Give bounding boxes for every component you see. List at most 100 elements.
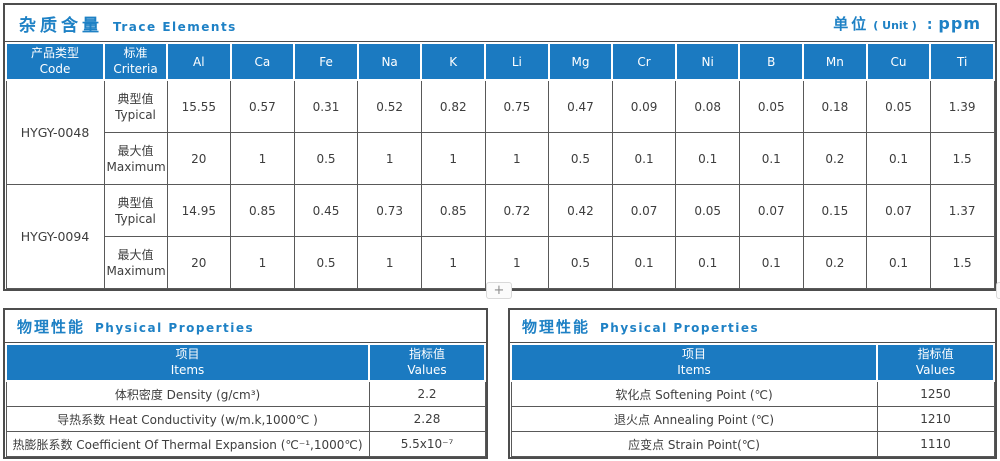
physical-left-header-row: 项目 Items 指标值 Values [5,342,486,383]
trace-value-cell: 1 [420,236,486,290]
trace-value-cell: 0.5 [548,132,613,186]
trace-value-cell: 0.5 [293,132,359,186]
column-header-code-cn: 产品类型 [30,46,79,60]
column-header-values: 指标值 Values [368,342,486,383]
trace-value-cell: 0.05 [675,184,740,238]
trace-value-cell: 20 [166,132,232,186]
unit-value: ppm [938,13,981,33]
element-column-header-mg: Mg [547,41,614,82]
trace-value-cell: 14.95 [166,184,232,238]
trace-value-cell: 0.05 [866,79,931,134]
trace-value-cell: 1 [357,132,422,186]
physical-left-title: 物理性能 Physical Properties [17,316,254,337]
element-column-header-ti: Ti [929,41,995,82]
unit-indicator: 单位 ( Unit ) : ppm [833,13,981,34]
element-column-header-cu: Cu [865,41,932,82]
physical-right-title-cn: 物理性能 [522,317,591,336]
property-value-cell: 2.2 [368,380,486,408]
add-section-button[interactable]: + [486,282,512,299]
element-column-header-al: Al [166,41,232,82]
trace-value-cell: 1.37 [929,184,995,238]
trace-elements-title: 杂质含量 Trace Elements [19,11,237,36]
table-row: 热膨胀系数 Coefficient Of Thermal Expansion (… [5,431,486,458]
criteria-maximum-cn: 最大值 [117,143,154,158]
property-value-cell: 1210 [876,406,995,433]
trace-value-cell: 0.07 [611,184,677,238]
trace-value-cell: 0.57 [230,79,295,134]
trace-value-cell: 1 [230,132,295,186]
values-header-en: Values [407,362,447,377]
column-header-criteria: 标准 Criteria [103,41,168,82]
items-header-cn: 项目 [682,347,707,361]
trace-value-cell: 0.72 [484,184,550,238]
physical-properties-panel-right: 物理性能 Physical Properties 项目 Items 指标值 Va… [508,308,997,460]
element-column-header-mn: Mn [802,41,868,82]
trace-value-cell: 0.1 [866,236,931,290]
trace-value-cell: 0.09 [611,79,677,134]
criteria-typical-cn: 典型值 [117,195,154,210]
column-header-items: 项目 Items [509,342,879,383]
items-header-cn: 项目 [175,347,200,361]
trace-elements-title-bar: 杂质含量 Trace Elements 单位 ( Unit ) : ppm [5,5,995,42]
trace-value-cell: 0.85 [420,184,486,238]
property-value-cell: 1110 [876,431,995,458]
element-column-header-fe: Fe [293,41,359,82]
property-item-cell: 退火点 Annealing Point (℃) [510,406,878,433]
trace-value-cell: 0.73 [357,184,422,238]
values-header-cn: 指标值 [917,347,954,361]
trace-value-cell: 0.42 [548,184,613,238]
element-column-header-k: K [420,41,487,82]
table-row: 最大值 Maximum 20 1 0.5 1 1 1 0.5 0.1 0.1 0… [6,236,995,290]
trace-value-cell: 0.31 [293,79,359,134]
trace-value-cell: 1.5 [929,236,995,290]
trace-value-cell: 0.07 [738,184,804,238]
table-row: 应变点 Strain Point(℃) 1110 [510,431,995,458]
criteria-label-cell-typical: 典型值 Typical [103,79,168,134]
column-header-items: 项目 Items [5,342,370,383]
trace-value-cell: 0.05 [738,79,804,134]
physical-left-title-en: Physical Properties [95,320,255,335]
unit-label-en: ( Unit ) [873,18,917,32]
element-column-header-ni: Ni [674,41,741,82]
trace-value-cell: 0.18 [802,79,868,134]
trace-value-cell: 0.15 [802,184,868,238]
criteria-label-cell-typical: 典型值 Typical [103,184,168,238]
trace-value-cell: 0.75 [484,79,550,134]
trace-value-cell: 1 [484,236,550,290]
trace-value-cell: 0.82 [420,79,486,134]
trace-value-cell: 0.5 [548,236,613,290]
criteria-label-cell-maximum: 最大值 Maximum [103,132,168,186]
criteria-maximum-en: Maximum [106,159,166,174]
items-header-en: Items [677,362,711,377]
trace-value-cell: 0.1 [738,132,804,186]
trace-value-cell: 1.5 [929,132,995,186]
column-header-code: 产品类型 Code [5,41,105,82]
trace-value-cell: 0.1 [738,236,804,290]
items-header-en: Items [170,362,205,377]
table-row: 退火点 Annealing Point (℃) 1210 [510,406,995,433]
add-section-button-partial[interactable]: + [996,282,1000,299]
trace-title-cn: 杂质含量 [19,15,103,36]
trace-value-cell: 1 [230,236,295,290]
trace-title-en: Trace Elements [113,19,237,34]
column-header-criteria-cn: 标准 [123,46,148,60]
physical-properties-panel-left: 物理性能 Physical Properties 项目 Items 指标值 Va… [3,308,488,460]
property-item-cell: 应变点 Strain Point(℃) [510,431,878,458]
trace-elements-panel: 杂质含量 Trace Elements 单位 ( Unit ) : ppm 产品… [3,3,997,292]
column-header-values: 指标值 Values [876,342,995,383]
trace-value-cell: 1.39 [929,79,995,134]
trace-value-cell: 0.08 [675,79,740,134]
physical-left-title-bar: 物理性能 Physical Properties [5,310,486,343]
property-value-cell: 2.28 [368,406,486,433]
criteria-label-cell-maximum: 最大值 Maximum [103,236,168,290]
property-value-cell: 5.5x10⁻⁷ [368,431,486,458]
table-row: 导热系数 Heat Conductivity (w/m.k,1000℃ ) 2.… [5,406,486,433]
criteria-maximum-cn: 最大值 [117,247,154,262]
trace-value-cell: 0.1 [675,132,740,186]
physical-right-title: 物理性能 Physical Properties [522,316,759,337]
table-row: HYGY-0094 典型值 Typical 14.95 0.85 0.45 0.… [5,184,995,290]
table-row: 体积密度 Density (g/cm³) 2.2 [5,380,486,408]
property-item-cell: 体积密度 Density (g/cm³) [5,380,370,408]
column-header-code-en: Code [39,61,71,76]
trace-value-cell: 0.85 [230,184,295,238]
